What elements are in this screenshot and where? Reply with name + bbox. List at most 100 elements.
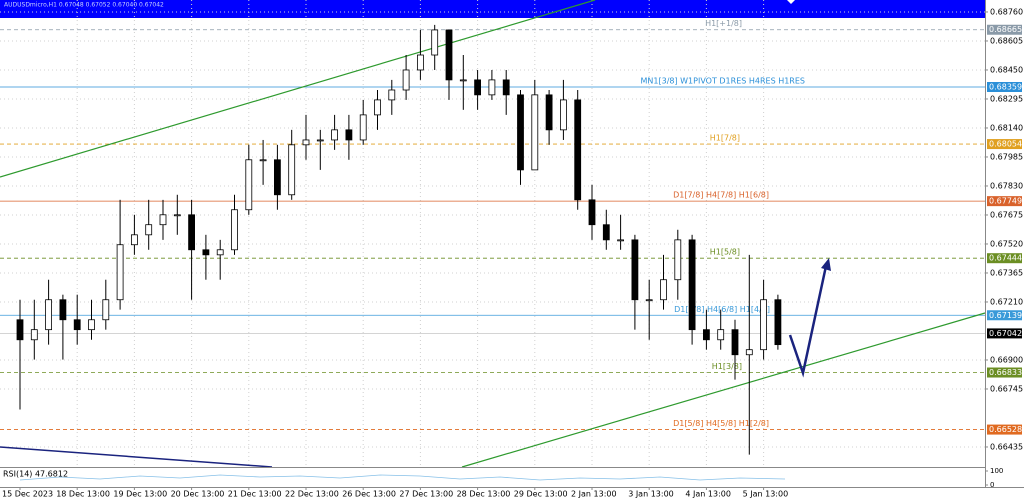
y-tick-label: 0.67210 [990,297,1023,306]
y-tick-label: 0.68295 [990,94,1023,103]
x-tick-label: 28 Dec 13:00 [457,490,511,499]
level-label: D1[6/8] H4[6/8] H1[4/8] [674,305,770,314]
x-tick-label: 2 Jan 13:00 [571,490,617,499]
candle-body [474,79,482,96]
level-label: D1[7/8] H4[7/8] H1[6/8] [673,191,769,200]
candle-body [488,79,496,96]
x-tick-label: 26 Dec 13:00 [342,490,396,499]
candle-body [345,129,353,141]
candle-body [774,299,782,346]
candle-body [159,214,167,226]
rsi-line [19,474,786,481]
y-tick-label: 0.66900 [990,355,1023,364]
y-tick-label: 0.67365 [990,268,1023,277]
y-tick-label: 0.67830 [990,181,1023,190]
candle-body [145,224,153,236]
title-banner [0,0,985,18]
candle-body [617,239,624,242]
x-tick-label: 29 Dec 13:00 [514,490,568,499]
indicator-label: RSI(14) 47.6812 [3,470,68,479]
candle-body [102,299,110,321]
level-label: D1[5/8] H4[5/8] H1[2/8] [673,419,769,428]
price-tag [987,196,1022,207]
candle-body [517,94,524,171]
x-tick-label: 18 Dec 13:00 [56,490,110,499]
candle-body [660,279,667,301]
level-label: H1[7/8] [710,134,740,143]
price-tag [987,310,1022,321]
candle-body [202,249,210,256]
candle-body [45,299,52,331]
candle-body [245,159,253,211]
level-label: MN1[3/8] W1PIVOT D1RES H4RES H1RES [641,77,806,86]
candle-body [631,239,639,301]
candle-body [431,29,439,56]
candle-body [731,329,739,356]
x-tick-label: 21 Dec 13:00 [228,490,282,499]
candle-body [717,329,725,341]
price-tag [987,253,1022,264]
trend-line [0,446,273,468]
candle-body [502,79,510,96]
candle-body [130,234,138,246]
level-label: H1[5/8] [710,248,740,257]
y-tick-label: 0.68760 [990,7,1023,16]
x-tick-label: 3 Jan 13:00 [628,490,674,499]
candle-body [703,329,710,341]
x-tick-label: 5 Jan 13:00 [743,490,789,499]
candle-body [88,319,95,331]
candle-body [388,89,396,101]
candle-body [688,239,696,331]
x-tick-label: 22 Dec 13:00 [285,490,339,499]
channel-upper [0,0,596,178]
candle-body [560,99,567,131]
candle-body [574,99,582,201]
candle-body [73,319,81,331]
level-label: H1[3/8] [712,362,742,371]
grid [0,0,988,467]
forecast-arrow [788,265,828,378]
candles [16,24,782,455]
candle-body [316,139,324,142]
candle-body [359,114,367,141]
candle-body [402,69,410,91]
price-tag [987,82,1022,93]
y-tick-label: 0.68140 [990,123,1023,132]
level-label: H1[+1/8] [705,19,742,28]
price-tag-label: 0.66528 [989,425,1022,434]
y-tick-label: 0.67985 [990,152,1023,161]
channel-lower [461,312,986,468]
price-tag [987,139,1022,150]
price-tag [987,424,1022,435]
candle-body [588,199,596,226]
candle-body [173,214,181,217]
candle-body [745,349,753,356]
price-tag-label: 0.68054 [989,140,1022,149]
candle-body [545,94,553,131]
price-tag-label: 0.67444 [989,254,1022,263]
candle-body [760,299,767,351]
y-tick-label: 0.66745 [990,384,1023,393]
last-price-label: 0.67042 [989,329,1022,338]
candle-body [302,139,310,146]
x-tick-label: 20 Dec 13:00 [171,490,225,499]
candle-body [645,299,653,302]
price-tag-label: 0.68665 [989,25,1022,34]
candle-body [445,29,453,81]
candle-body [231,209,238,251]
price-tag-label: 0.68359 [989,83,1022,92]
y-tick-label: 0.68450 [990,65,1023,74]
y-tick-label: 0.67675 [990,210,1023,219]
price-tag-label: 0.66833 [989,368,1022,377]
candle-body [288,144,296,196]
candle-body [531,94,539,171]
x-tick-label: 15 Dec 2023 [2,490,53,499]
price-tag [987,24,1022,35]
y-tick-label: 0.68605 [990,36,1023,45]
x-tick-label: 4 Jan 13:00 [685,490,731,499]
last-price-tag [987,328,1022,339]
price-tag-label: 0.67139 [989,311,1022,320]
